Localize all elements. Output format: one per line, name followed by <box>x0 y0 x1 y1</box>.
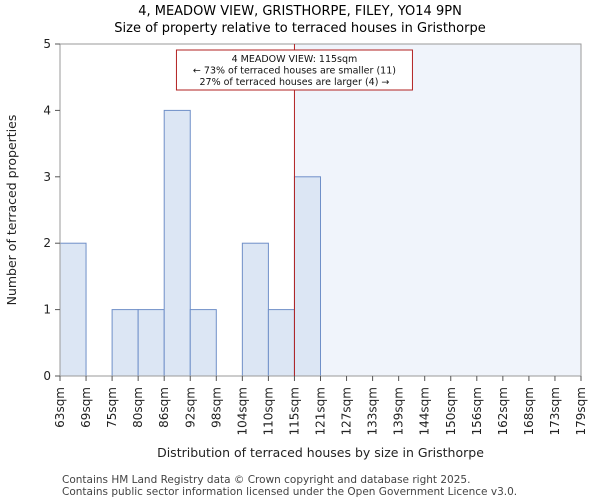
x-tick-label: 104sqm <box>235 387 249 435</box>
x-tick-label: 150sqm <box>444 387 458 435</box>
y-tick-label: 3 <box>43 170 51 184</box>
x-tick-label: 69sqm <box>79 387 93 428</box>
x-tick-label: 173sqm <box>548 387 562 435</box>
y-tick-label: 1 <box>43 303 51 317</box>
x-tick-label: 115sqm <box>287 387 301 435</box>
annotation-line-3: 27% of terraced houses are larger (4) → <box>199 77 389 88</box>
x-tick-label: 139sqm <box>392 387 406 435</box>
x-tick-label: 168sqm <box>522 387 536 435</box>
bar-63sqm <box>59 242 87 377</box>
x-tick-label: 162sqm <box>496 387 510 435</box>
x-tick-label: 63sqm <box>53 387 67 428</box>
annotation-line-1: 4 MEADOW VIEW: 115sqm <box>232 54 358 65</box>
x-tick-label: 92sqm <box>183 387 197 428</box>
chart-subtitle: Size of property relative to terraced ho… <box>114 21 486 36</box>
y-tick-label: 0 <box>43 369 51 383</box>
bar-104sqm <box>241 242 269 377</box>
x-tick-label: 133sqm <box>366 387 380 435</box>
x-tick-label: 98sqm <box>209 387 223 428</box>
bar-92sqm <box>189 309 217 377</box>
bar-110sqm <box>267 309 295 377</box>
x-tick-label: 179sqm <box>574 387 588 435</box>
x-tick-label: 80sqm <box>131 387 145 428</box>
y-tick-label: 4 <box>43 103 51 117</box>
footer-licence: Contains public sector information licen… <box>62 486 518 498</box>
x-tick-label: 144sqm <box>418 387 432 435</box>
x-tick-label: 86sqm <box>157 387 171 428</box>
x-tick-label: 121sqm <box>314 387 328 435</box>
y-axis-label: Number of terraced properties <box>4 115 19 306</box>
y-tick-label: 5 <box>43 37 51 51</box>
x-tick-label: 75sqm <box>105 387 119 428</box>
annotation-box <box>175 49 413 91</box>
x-tick-label: 110sqm <box>261 387 275 435</box>
chart-title: 4, MEADOW VIEW, GRISTHORPE, FILEY, YO14 … <box>138 4 462 19</box>
annotation-line-2: ← 73% of terraced houses are smaller (11… <box>193 66 396 77</box>
x-tick-label: 156sqm <box>470 387 484 435</box>
highlight-region <box>294 44 581 376</box>
bar-86sqm <box>163 109 191 377</box>
x-tick-label: 127sqm <box>340 387 354 435</box>
y-tick-label: 2 <box>43 236 51 250</box>
footer-copyright: Contains HM Land Registry data © Crown c… <box>62 474 471 486</box>
x-axis-label: Distribution of terraced houses by size … <box>157 445 484 460</box>
bar-115sqm <box>293 176 322 377</box>
bar-80sqm <box>137 309 165 377</box>
bar-75sqm <box>111 309 139 377</box>
